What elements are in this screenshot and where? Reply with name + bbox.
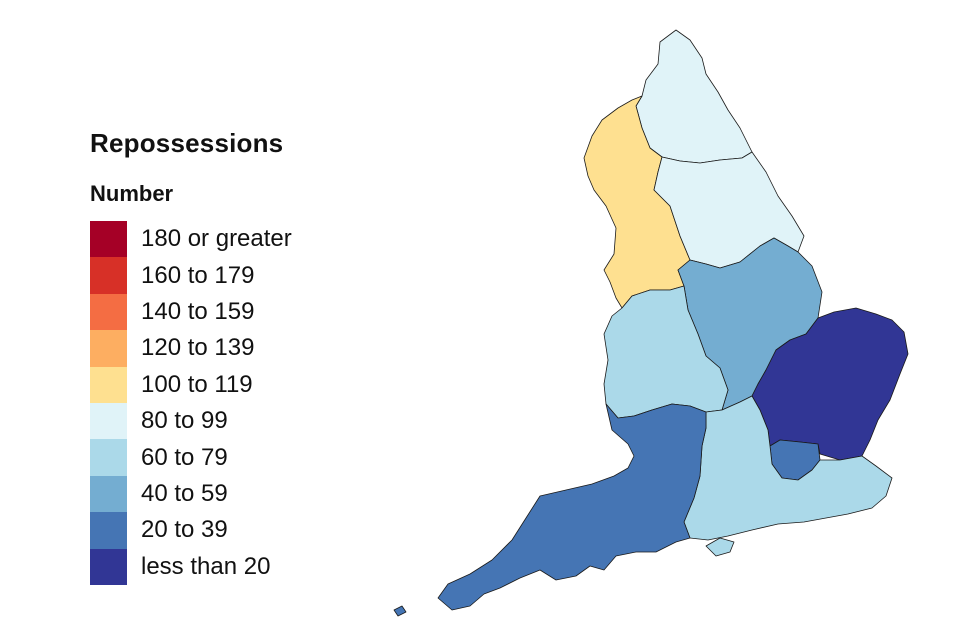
legend-label: less than 20 bbox=[141, 552, 271, 580]
legend-item: 40 to 59 bbox=[90, 475, 350, 513]
legend-item: 60 to 79 bbox=[90, 439, 350, 476]
legend-item: 140 to 159 bbox=[90, 293, 350, 331]
legend-swatch bbox=[90, 475, 127, 513]
legend-swatch bbox=[90, 221, 127, 258]
map-legend: Repossessions Number 180 or greater 160 t… bbox=[90, 128, 350, 585]
legend-label: 120 to 139 bbox=[141, 334, 255, 362]
region-south-east-isle-of-wight bbox=[705, 537, 735, 557]
legend-item: 100 to 119 bbox=[90, 366, 350, 403]
legend-swatch bbox=[90, 366, 127, 403]
legend-label: 140 to 159 bbox=[141, 297, 255, 325]
region-north-east bbox=[635, 29, 753, 164]
legend-title: Repossessions bbox=[90, 128, 284, 158]
legend-swatch bbox=[90, 257, 127, 294]
legend-label: 180 or greater bbox=[141, 225, 292, 253]
region-east-of-england bbox=[751, 307, 909, 461]
legend-item: 20 to 39 bbox=[90, 512, 350, 549]
legend-swatch bbox=[90, 330, 127, 367]
legend-list: 180 or greater 160 to 179 140 to 159 120 to… bbox=[90, 221, 350, 585]
legend-label: 60 to 79 bbox=[141, 443, 228, 471]
legend-subtitle: Number bbox=[90, 181, 174, 206]
legend-label: 80 to 99 bbox=[141, 407, 228, 435]
legend-item: less than 20 bbox=[90, 548, 350, 585]
legend-item: 80 to 99 bbox=[90, 402, 350, 440]
legend-swatch bbox=[90, 293, 127, 331]
legend-swatch bbox=[90, 548, 127, 585]
legend-item: 180 or greater bbox=[90, 221, 350, 258]
legend-swatch bbox=[90, 439, 127, 476]
legend-label: 40 to 59 bbox=[141, 479, 228, 507]
legend-label: 20 to 39 bbox=[141, 516, 228, 544]
legend-item: 120 to 139 bbox=[90, 330, 350, 367]
legend-item: 160 to 179 bbox=[90, 257, 350, 294]
legend-label: 100 to 119 bbox=[141, 370, 253, 398]
region-south-west bbox=[437, 403, 707, 611]
legend-swatch bbox=[90, 512, 127, 549]
legend-label: 160 to 179 bbox=[141, 261, 255, 289]
legend-swatch bbox=[90, 402, 127, 440]
region-south-west-isles-of-scilly bbox=[393, 605, 407, 617]
